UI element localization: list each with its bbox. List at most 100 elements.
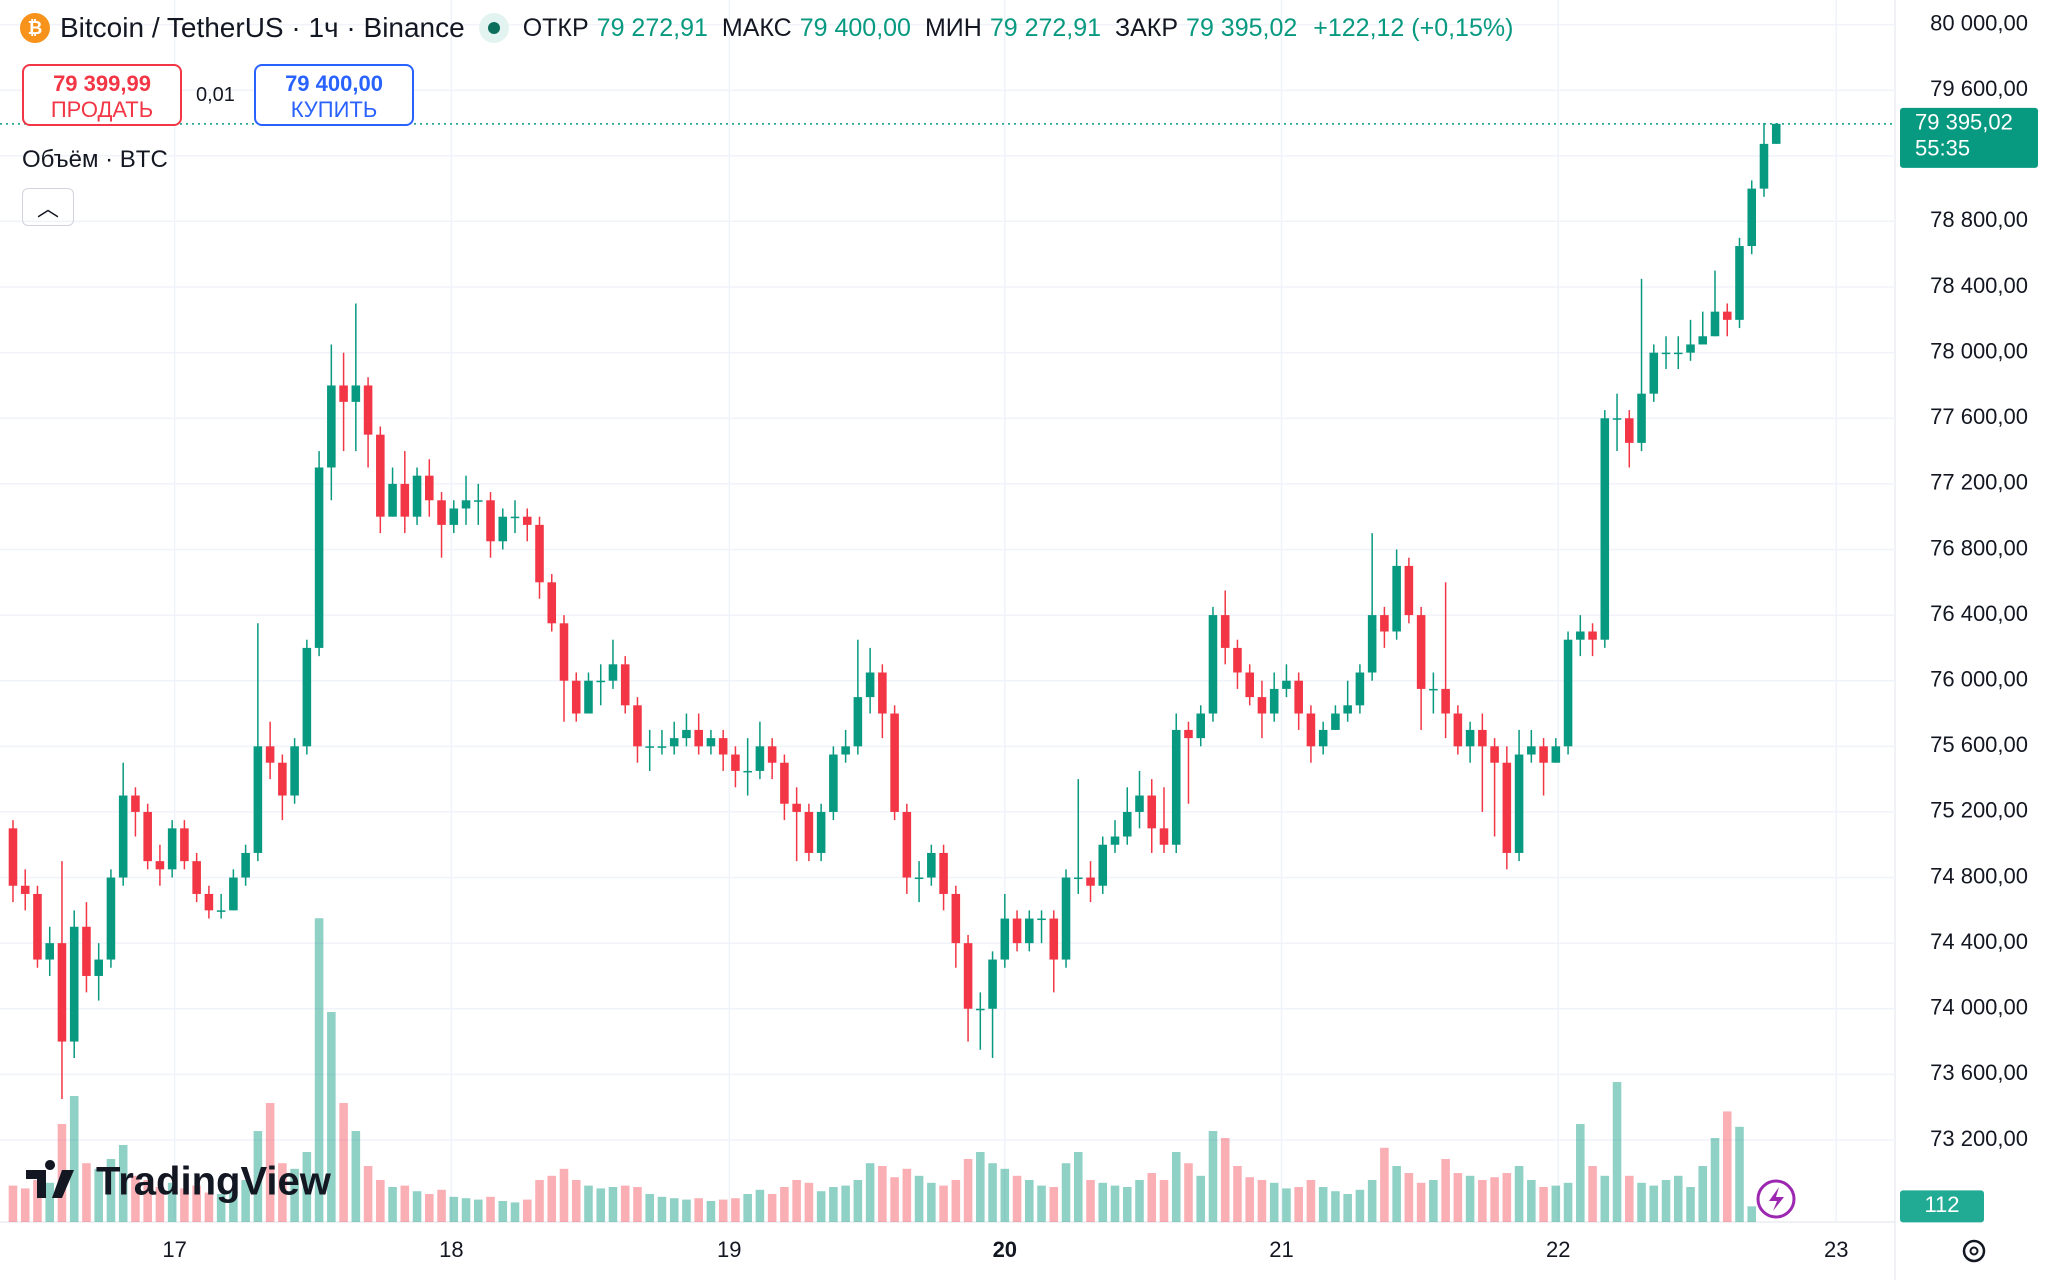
volume-bar xyxy=(645,1194,654,1222)
candle-body xyxy=(1331,713,1340,730)
buy-button[interactable]: 79 400,00 КУПИТЬ xyxy=(254,64,414,126)
candle-body xyxy=(841,746,850,755)
volume-bar xyxy=(1612,1082,1622,1222)
candle-body xyxy=(1171,729,1181,845)
candle-body xyxy=(167,828,177,870)
volume-bar xyxy=(584,1185,593,1222)
candle-body xyxy=(608,664,618,681)
candle-body xyxy=(45,943,54,960)
volume-bar xyxy=(829,1187,838,1222)
candle-body xyxy=(633,705,642,747)
candle-body xyxy=(1747,188,1757,247)
collapse-button[interactable]: ︿ xyxy=(22,188,74,226)
last-price-label: 79 395,02 xyxy=(1915,110,2013,135)
volume-bar xyxy=(1490,1177,1499,1222)
candle-body xyxy=(559,623,569,681)
candle-body xyxy=(890,713,899,812)
volume-bar xyxy=(1233,1166,1242,1222)
volume-bar xyxy=(1098,1182,1108,1222)
sell-button[interactable]: 79 399,99 ПРОДАТЬ xyxy=(22,64,182,126)
volume-bar xyxy=(229,1191,238,1222)
volume-bar xyxy=(302,1152,312,1222)
volume-bar xyxy=(388,1187,397,1222)
volume-bar xyxy=(1367,1180,1377,1222)
y-tick-label: 78 000,00 xyxy=(1930,338,2028,363)
candle-body xyxy=(1416,615,1426,689)
candle-body xyxy=(1073,877,1083,880)
volume-bar xyxy=(1588,1166,1597,1222)
volume-bar xyxy=(1147,1173,1157,1222)
volume-bar xyxy=(8,1185,18,1222)
volume-bar xyxy=(1245,1177,1254,1222)
candle-body xyxy=(180,828,189,862)
volume-bar xyxy=(486,1196,495,1222)
volume-bar xyxy=(1318,1187,1328,1222)
volume-bar xyxy=(1539,1187,1548,1222)
candle-body xyxy=(1380,615,1389,632)
candle-body xyxy=(1355,672,1365,706)
volume-bar xyxy=(1404,1173,1414,1222)
volume-bar xyxy=(1478,1180,1487,1222)
volume-bar xyxy=(718,1199,728,1222)
candle-body xyxy=(33,893,42,960)
candle-body xyxy=(1514,754,1524,853)
candle-body xyxy=(1367,615,1377,673)
volume-bar xyxy=(278,1163,287,1222)
buy-label: КУПИТЬ xyxy=(290,97,378,122)
y-tick-label: 74 000,00 xyxy=(1930,995,2028,1020)
volume-bar xyxy=(596,1188,606,1222)
spread: 0,01 xyxy=(196,84,235,106)
ohlc-value: 79 272,91 xyxy=(989,13,1102,42)
volume-bar xyxy=(657,1196,667,1222)
candle-body xyxy=(816,811,826,853)
candle-body xyxy=(327,385,336,468)
volume-bar xyxy=(118,1145,128,1222)
candle-body xyxy=(1612,418,1622,420)
y-tick-label: 74 400,00 xyxy=(1930,929,2028,954)
x-tick-label: 23 xyxy=(1824,1237,1848,1262)
candle-body xyxy=(865,672,875,698)
volume-bar xyxy=(1563,1182,1573,1222)
candle-body xyxy=(914,877,924,880)
volume-bar xyxy=(1502,1173,1512,1222)
change: +122,12 (+0,15%) xyxy=(1313,13,1514,42)
volume-bar xyxy=(1673,1175,1683,1222)
volume-bar xyxy=(522,1199,532,1222)
candle-body xyxy=(1576,631,1585,640)
candle-body xyxy=(1710,311,1720,337)
volume-bar xyxy=(327,1012,336,1222)
symbol-title[interactable]: Bitcoin / TetherUS · 1ч · Binance xyxy=(60,12,465,43)
volume-bar xyxy=(1465,1175,1475,1222)
y-tick-label: 73 600,00 xyxy=(1930,1060,2028,1085)
candle-body xyxy=(1269,688,1279,714)
candle-body xyxy=(314,467,324,648)
volume-bar xyxy=(363,1166,373,1222)
volume-bar xyxy=(780,1187,789,1222)
volume-bar xyxy=(192,1185,201,1222)
candle-body xyxy=(449,508,459,525)
candle-body xyxy=(229,877,238,911)
settings-gear[interactable] xyxy=(1962,1239,1986,1263)
volume-bar xyxy=(216,1194,226,1222)
settings-button[interactable] xyxy=(1962,1239,1986,1263)
volume-bar xyxy=(951,1180,961,1222)
volume-bar xyxy=(976,1152,985,1222)
candle-body xyxy=(1025,918,1034,944)
lightning-button[interactable] xyxy=(1756,1179,1796,1219)
y-tick-label: 78 800,00 xyxy=(1930,207,2028,232)
volume-bar xyxy=(1110,1185,1120,1222)
candle-body xyxy=(963,943,973,1009)
candle-body xyxy=(976,1008,985,1011)
candle-body xyxy=(57,943,67,1042)
volume-bar xyxy=(241,1180,250,1222)
candle-body xyxy=(486,500,495,542)
candle-body xyxy=(1735,246,1744,320)
candle-body xyxy=(1563,639,1573,747)
volume-bar xyxy=(1037,1185,1046,1222)
candle-body xyxy=(1147,795,1157,829)
x-tick-label: 17 xyxy=(162,1237,186,1262)
candle-body xyxy=(584,680,593,714)
volume-bar xyxy=(449,1196,459,1222)
volume-bar xyxy=(1527,1180,1536,1222)
